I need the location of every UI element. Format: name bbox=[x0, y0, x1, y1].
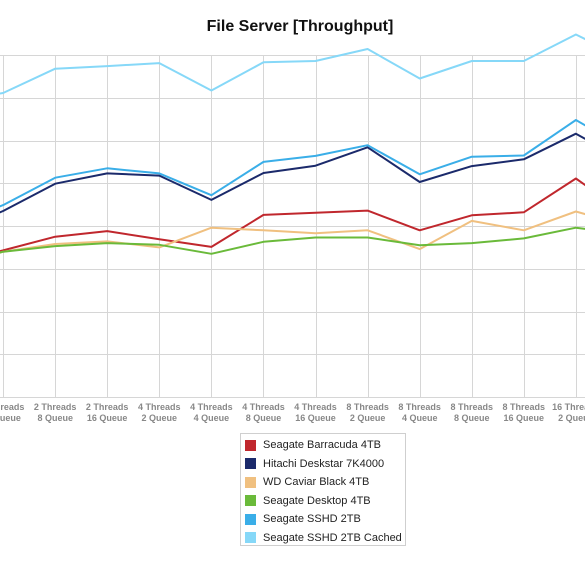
legend-label: Seagate SSHD 2TB bbox=[263, 513, 361, 526]
x-tick-label: 2 Threads 8 Queue bbox=[34, 402, 77, 423]
legend-item: Seagate Barracuda 4TB bbox=[245, 436, 405, 455]
x-tick-label: 8 Threads 2 Queue bbox=[346, 402, 389, 423]
series-line-5 bbox=[0, 119, 585, 208]
legend-swatch bbox=[245, 513, 256, 525]
series-line-2 bbox=[0, 132, 585, 214]
grid-lines bbox=[0, 55, 585, 398]
series-line-6 bbox=[0, 33, 585, 95]
x-tick-label: 4 Threads 16 Queue bbox=[294, 402, 337, 423]
legend-item: WD Caviar Black 4TB bbox=[245, 473, 405, 492]
legend-item: Seagate SSHD 2TB Cached bbox=[245, 529, 405, 548]
series-line-1 bbox=[0, 177, 585, 253]
x-tick-label: 4 Threads 4 Queue bbox=[190, 402, 233, 423]
legend-label: WD Caviar Black 4TB bbox=[263, 476, 370, 489]
legend-swatch bbox=[245, 476, 256, 488]
x-tick-label: 4 Threads 2 Queue bbox=[138, 402, 181, 423]
x-tick-label: 4 Threads 8 Queue bbox=[242, 402, 285, 423]
legend-label: Seagate SSHD 2TB Cached bbox=[263, 531, 402, 544]
series-line-3 bbox=[0, 210, 585, 254]
series-lines bbox=[0, 33, 585, 255]
legend-swatch bbox=[245, 495, 256, 507]
legend-swatch bbox=[245, 532, 256, 544]
x-tick-label: 8 Threads 4 Queue bbox=[398, 402, 441, 423]
legend: Seagate Barracuda 4TB Hitachi Deskstar 7K… bbox=[240, 433, 406, 546]
legend-item: Seagate Desktop 4TB bbox=[245, 492, 405, 511]
series-line-4 bbox=[0, 226, 585, 255]
legend-label: Seagate Desktop 4TB bbox=[263, 494, 371, 507]
x-tick-label: 2 Threads 16 Queue bbox=[86, 402, 129, 423]
legend-label: Hitachi Deskstar 7K4000 bbox=[263, 457, 385, 470]
legend-item: Seagate SSHD 2TB bbox=[245, 510, 405, 529]
legend-swatch bbox=[245, 439, 256, 451]
x-tick-label: 8 Threads 8 Queue bbox=[451, 402, 494, 423]
legend-label: Seagate Barracuda 4TB bbox=[263, 439, 382, 452]
x-tick-label: 8 Threads 16 Queue bbox=[503, 402, 546, 423]
chart-title: File Server [Throughput] bbox=[206, 18, 394, 35]
legend-swatch bbox=[245, 458, 256, 470]
legend-item: Hitachi Deskstar 7K4000 bbox=[245, 455, 405, 474]
